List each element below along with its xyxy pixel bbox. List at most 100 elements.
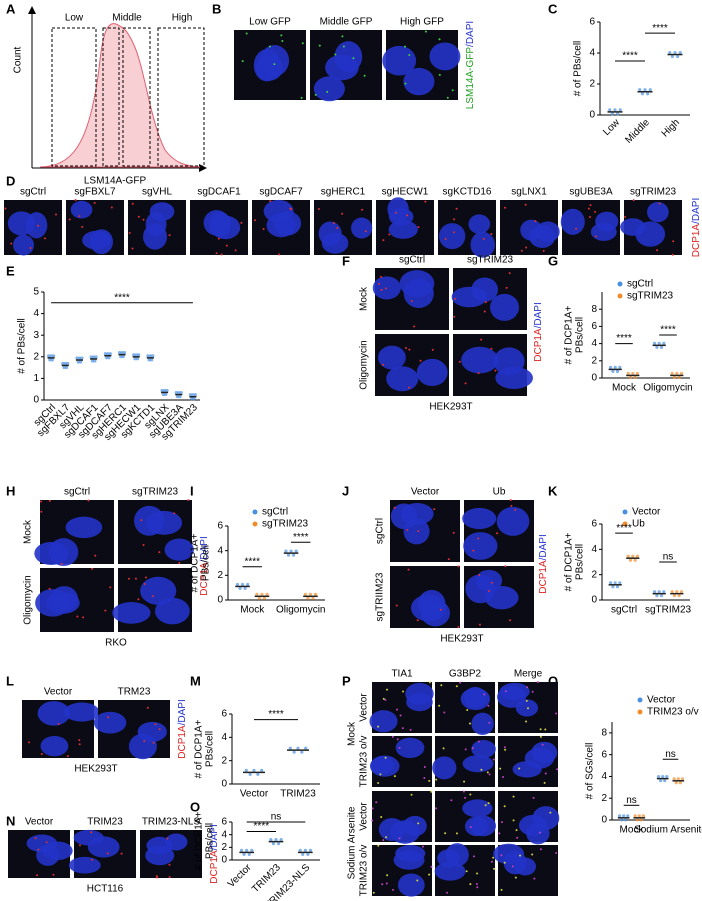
dot-decor — [238, 586, 242, 591]
granule — [301, 42, 304, 45]
dot-decor — [652, 341, 657, 345]
granule — [508, 272, 511, 275]
dot-decor — [657, 341, 661, 345]
column-label: sgDCAF7 — [259, 187, 303, 198]
stain-label: DCP1A/DAPI — [691, 198, 702, 257]
panel-letter: I — [190, 483, 194, 498]
legend-swatch — [252, 509, 258, 515]
column-label: sgDCAF1 — [197, 187, 241, 198]
stain-label: DCP1A/DAPI — [177, 699, 188, 758]
dot-decor — [622, 814, 626, 818]
granule — [417, 822, 420, 825]
legend-label: Ub — [632, 519, 645, 530]
legend-swatch — [637, 697, 643, 703]
nucleus — [266, 213, 296, 238]
y-tick-label: 4 — [221, 829, 227, 840]
dot-decor — [635, 371, 640, 376]
granule — [78, 743, 81, 746]
panel-letter: D — [6, 173, 15, 188]
dot-decor — [618, 365, 622, 369]
x-tick-label: Middle — [623, 117, 652, 146]
granule — [450, 799, 453, 802]
dot-decor — [655, 594, 659, 598]
granule — [416, 619, 419, 622]
granule — [342, 45, 345, 48]
dot-decor — [608, 581, 613, 585]
dot-decor — [631, 554, 635, 558]
dot-decor — [300, 750, 304, 754]
dot-decor — [242, 852, 246, 857]
granule — [544, 728, 547, 731]
dot-decor — [77, 356, 82, 360]
granule — [505, 286, 508, 289]
nucleus — [432, 756, 457, 780]
granule — [487, 590, 490, 593]
granule — [671, 253, 674, 256]
nucleus — [397, 873, 425, 897]
granule — [533, 877, 536, 880]
x-tick-label: Low — [601, 117, 622, 138]
row-label: Oligomycin — [23, 575, 34, 624]
y-tick-label: 3 — [33, 330, 39, 341]
column-label: sgCtrl — [20, 187, 46, 198]
dot-decor — [80, 356, 84, 360]
granule — [455, 685, 458, 688]
micrograph — [310, 30, 382, 102]
granule — [534, 220, 537, 223]
dot-decor — [250, 848, 254, 853]
dot-decor — [260, 592, 264, 596]
granule — [60, 562, 63, 565]
row-group-label: Mock — [347, 721, 358, 746]
granule — [544, 772, 547, 775]
micrograph — [22, 700, 100, 758]
micrograph — [498, 735, 559, 787]
dot-decor — [50, 358, 54, 362]
granule — [444, 832, 447, 835]
granule — [44, 237, 47, 240]
granule — [401, 727, 404, 730]
granule — [381, 883, 384, 886]
y-tick-label: 2 — [217, 570, 223, 581]
panel-letter: J — [342, 483, 349, 498]
dot-decor — [618, 108, 622, 112]
gate-label: Low — [65, 13, 84, 24]
dot-decor — [313, 592, 318, 596]
granule — [154, 723, 157, 726]
y-axis-label: # of DCP1A+ — [194, 720, 205, 779]
nucleus — [370, 756, 394, 775]
dot-decor — [279, 838, 283, 842]
granule — [341, 35, 344, 38]
x-tick-label: Oligomycin — [643, 383, 692, 394]
y-tick-label: 4 — [221, 732, 227, 743]
nucleus — [399, 270, 435, 297]
granule — [104, 609, 107, 612]
granule — [444, 237, 447, 240]
granule — [524, 203, 527, 206]
column-label: sgHECW1 — [382, 187, 429, 198]
micrograph — [453, 334, 533, 396]
micrograph — [560, 200, 620, 255]
granule — [107, 716, 110, 719]
granule — [526, 707, 529, 710]
dot-decor — [641, 814, 645, 818]
dot-decor — [132, 353, 136, 357]
granule — [428, 873, 431, 876]
micrograph — [390, 500, 460, 562]
dot-decor — [648, 88, 652, 92]
granule — [91, 567, 94, 570]
granule — [543, 781, 546, 784]
dot-decor — [276, 842, 281, 846]
dot-decor — [164, 392, 168, 397]
granule — [446, 891, 449, 894]
granule — [314, 93, 317, 96]
micrograph — [376, 197, 434, 255]
nucleus — [369, 710, 398, 733]
nucleus — [529, 225, 556, 248]
stain-label: DCP1A/DAPI — [209, 824, 220, 883]
granule — [488, 773, 491, 776]
dot-decor — [633, 558, 637, 562]
y-axis-label: PBs/cell — [205, 823, 216, 859]
dot-decor — [304, 746, 308, 750]
stain-part: /DAPI — [465, 21, 476, 47]
nucleus — [112, 602, 151, 624]
